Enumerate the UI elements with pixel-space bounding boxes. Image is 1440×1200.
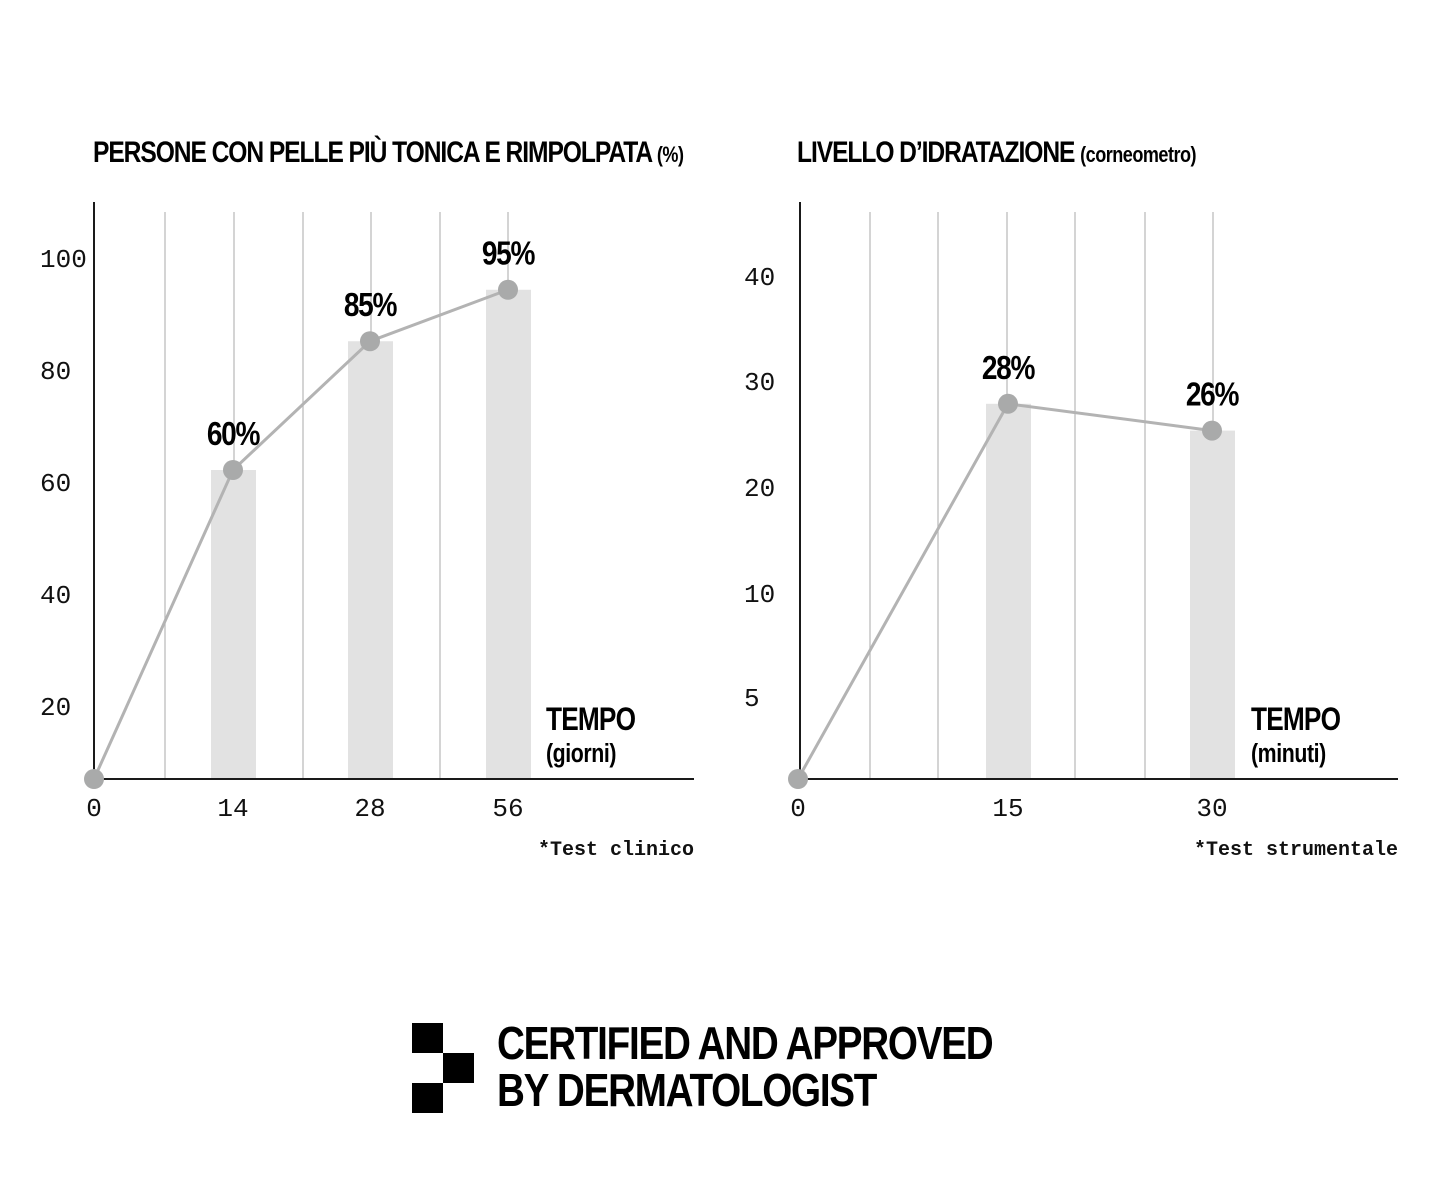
chart-title-firmness: PERSONE CON PELLE PIÙ TONICA E RIMPOLPAT… xyxy=(93,136,684,170)
x-tick-label: 56 xyxy=(492,794,523,824)
x-axis-title: TEMPO xyxy=(546,703,635,738)
x-axis-title: TEMPO xyxy=(1251,703,1340,738)
data-label: 28% xyxy=(982,350,1035,387)
x-tick-label: 15 xyxy=(992,794,1023,824)
data-label: 95% xyxy=(482,236,535,273)
footnote: *Test clinico xyxy=(538,839,694,862)
chart-title-unit: (corneometro) xyxy=(1080,142,1197,167)
data-label: 60% xyxy=(207,416,260,453)
y-tick-label: 10 xyxy=(744,580,775,610)
chart-title-unit: (%) xyxy=(656,142,684,167)
chart-hydration: 28% 26% 5 10 20 30 40 0 15 30 TEMPO(minuti) *Test s… xyxy=(744,202,1398,862)
certification-badge: CERTIFIED AND APPROVED BY DERMATOLOGIST xyxy=(497,1017,994,1116)
chart-title-hydration: LIVELLO D’IDRATAZIONE (corneometro) xyxy=(797,136,1197,170)
x-tick-label: 14 xyxy=(217,794,248,824)
x-tick-label: 0 xyxy=(790,794,806,824)
bar xyxy=(211,470,256,779)
bar xyxy=(486,289,531,779)
y-tick-label: 20 xyxy=(40,693,71,723)
y-tick-label: 40 xyxy=(744,263,775,293)
x-tick-label: 30 xyxy=(1196,794,1227,824)
y-tick-label: 20 xyxy=(744,474,775,504)
footnote: *Test strumentale xyxy=(1194,839,1398,862)
series-line xyxy=(92,288,509,780)
badge-line-1: CERTIFIED AND APPROVED xyxy=(497,1017,994,1069)
chart-title-main: LIVELLO D’IDRATAZIONE xyxy=(797,136,1075,169)
bar xyxy=(986,403,1031,779)
bar xyxy=(1190,430,1235,779)
y-tick-label: 5 xyxy=(744,684,760,714)
x-axis-unit: (giorni) xyxy=(546,739,616,769)
data-point xyxy=(998,393,1018,414)
y-tick-label: 80 xyxy=(40,357,71,387)
data-point xyxy=(84,769,104,789)
data-point xyxy=(360,331,380,352)
data-point xyxy=(223,460,243,480)
x-tick-label: 0 xyxy=(86,794,102,824)
bar xyxy=(348,341,393,779)
x-axis-unit: (minuti) xyxy=(1251,739,1326,769)
x-tick-label: 28 xyxy=(354,794,385,824)
data-label: 26% xyxy=(1186,377,1239,414)
y-tick-label: 40 xyxy=(40,581,71,611)
data-point xyxy=(498,279,518,300)
checker-logo-icon xyxy=(412,1023,474,1113)
data-point xyxy=(1202,420,1222,441)
chart-firmness: 60% 85% 95% 20 40 60 80 100 0 14 28 56 TEMPO(giorni)… xyxy=(40,202,694,862)
y-tick-label: 60 xyxy=(40,469,71,499)
data-label: 85% xyxy=(344,287,397,324)
data-point xyxy=(788,769,808,789)
y-tick-label: 100 xyxy=(40,245,87,275)
badge-line-2: BY DERMATOLOGIST xyxy=(497,1064,877,1116)
chart-title-main: PERSONE CON PELLE PIÙ TONICA E RIMPOLPAT… xyxy=(93,136,652,169)
y-tick-label: 30 xyxy=(744,368,775,398)
